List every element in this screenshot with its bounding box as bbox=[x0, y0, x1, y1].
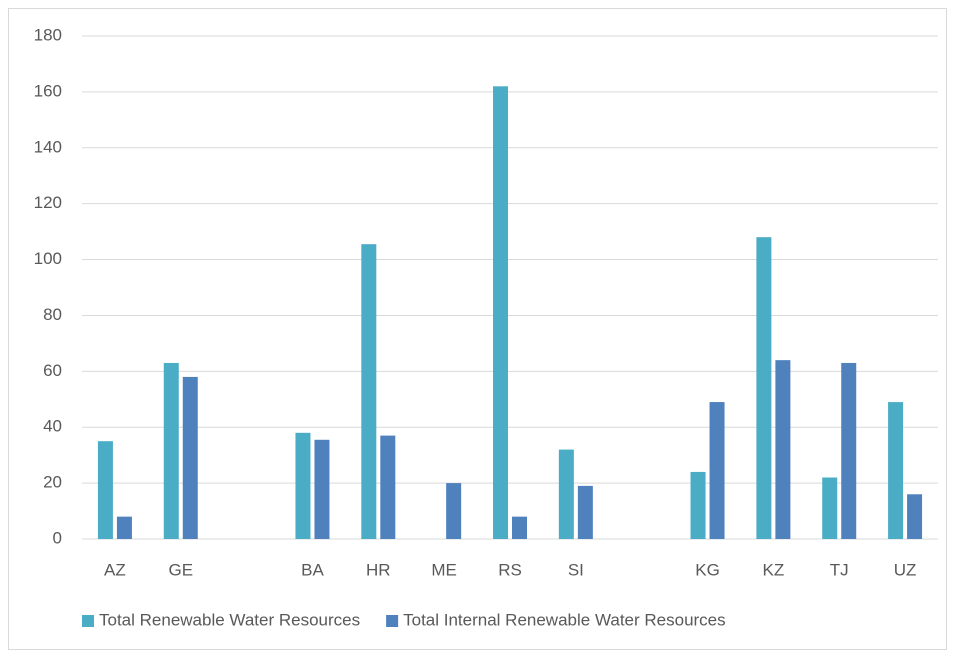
bar bbox=[841, 362, 857, 539]
bar bbox=[775, 360, 791, 539]
x-tick-label: SI bbox=[568, 560, 584, 579]
bar bbox=[116, 516, 132, 539]
bar bbox=[295, 432, 311, 539]
legend-swatch bbox=[82, 615, 94, 627]
bar bbox=[182, 376, 198, 539]
x-tick-label: BA bbox=[301, 560, 324, 579]
bar bbox=[493, 86, 508, 540]
x-tick-label: RS bbox=[498, 560, 522, 579]
y-tick-label: 40 bbox=[43, 417, 62, 436]
legend-swatch bbox=[386, 615, 399, 627]
bar bbox=[558, 449, 574, 539]
legend-label: Total Renewable Water Resources bbox=[99, 610, 360, 629]
bar bbox=[756, 237, 772, 539]
x-tick-label: ME bbox=[431, 560, 457, 579]
y-tick-label: 140 bbox=[34, 137, 62, 156]
y-tick-label: 0 bbox=[53, 528, 62, 547]
bar bbox=[822, 477, 838, 539]
x-tick-label: TJ bbox=[830, 560, 849, 579]
bar bbox=[709, 402, 725, 539]
y-tick-label: 120 bbox=[34, 193, 62, 212]
x-tick-label: GE bbox=[168, 560, 193, 579]
x-tick-label: AZ bbox=[104, 560, 126, 579]
bar bbox=[446, 483, 462, 539]
y-tick-label: 100 bbox=[34, 249, 62, 268]
bar bbox=[690, 471, 706, 539]
legend-label: Total Internal Renewable Water Resources bbox=[403, 610, 726, 629]
x-tick-label: KZ bbox=[763, 560, 785, 579]
y-tick-label: 20 bbox=[43, 473, 62, 492]
x-tick-label: UZ bbox=[894, 560, 917, 579]
bar bbox=[380, 435, 396, 539]
bar bbox=[314, 439, 330, 539]
bar bbox=[163, 362, 179, 539]
bar bbox=[97, 441, 113, 539]
y-tick-label: 180 bbox=[34, 25, 62, 44]
y-tick-label: 80 bbox=[43, 305, 62, 324]
bar bbox=[888, 402, 904, 539]
x-tick-label: KG bbox=[695, 560, 720, 579]
bar bbox=[577, 485, 593, 539]
chart-frame bbox=[8, 8, 947, 650]
bar bbox=[907, 494, 923, 539]
y-tick-label: 60 bbox=[43, 361, 62, 380]
y-tick-label: 160 bbox=[34, 81, 62, 100]
x-tick-label: HR bbox=[366, 560, 391, 579]
bar bbox=[361, 244, 377, 540]
bar bbox=[512, 516, 527, 539]
